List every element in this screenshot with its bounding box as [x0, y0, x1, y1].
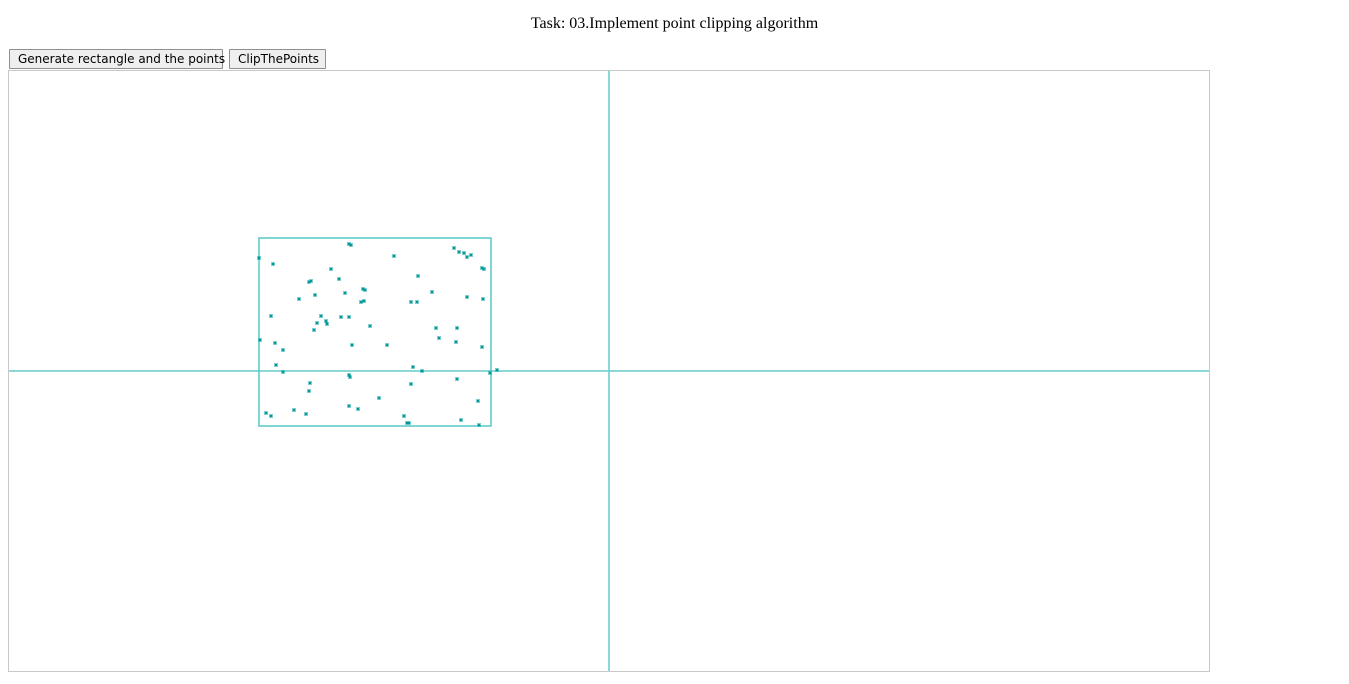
point-marker [270, 415, 273, 418]
point-marker [412, 366, 415, 369]
points-layer [258, 243, 499, 427]
clip-points-button[interactable]: ClipThePoints [229, 49, 326, 69]
point-marker [456, 327, 459, 330]
point-marker [455, 341, 458, 344]
generate-rectangle-points-button[interactable]: Generate rectangle and the points [9, 49, 223, 69]
point-marker [314, 294, 317, 297]
point-marker [369, 325, 372, 328]
point-marker [305, 413, 308, 416]
point-marker [482, 298, 485, 301]
point-marker [282, 349, 285, 352]
point-marker [320, 315, 323, 318]
point-marker [460, 419, 463, 422]
point-marker [410, 383, 413, 386]
point-marker [431, 291, 434, 294]
point-marker [265, 412, 268, 415]
point-marker [458, 251, 461, 254]
page-title: Task: 03.Implement point clipping algori… [0, 15, 1349, 33]
point-marker [293, 409, 296, 412]
point-marker [403, 415, 406, 418]
point-marker [308, 390, 311, 393]
point-marker [316, 322, 319, 325]
point-marker [348, 316, 351, 319]
point-marker [417, 275, 420, 278]
drawing-canvas[interactable] [8, 70, 1210, 672]
point-marker [393, 255, 396, 258]
point-marker [357, 408, 360, 411]
clip-rectangle [259, 238, 491, 426]
point-marker [481, 346, 484, 349]
canvas-surface [9, 71, 1209, 671]
point-marker [466, 256, 469, 259]
point-marker [435, 327, 438, 330]
point-marker [272, 263, 275, 266]
point-marker [270, 315, 273, 318]
point-marker [477, 400, 480, 403]
point-marker [274, 342, 277, 345]
point-marker [351, 344, 354, 347]
point-marker [463, 252, 466, 255]
point-marker [378, 397, 381, 400]
point-marker [438, 337, 441, 340]
point-marker [298, 298, 301, 301]
point-marker [313, 329, 316, 332]
point-marker [330, 268, 333, 271]
point-marker [453, 247, 456, 250]
point-marker [466, 296, 469, 299]
point-marker [275, 364, 278, 367]
point-marker [386, 344, 389, 347]
point-marker [344, 292, 347, 295]
point-marker [348, 405, 351, 408]
point-marker [470, 254, 473, 257]
point-marker [456, 378, 459, 381]
point-marker [338, 278, 341, 281]
point-marker [410, 301, 413, 304]
point-marker [309, 382, 312, 385]
point-marker [340, 316, 343, 319]
point-marker [416, 301, 419, 304]
